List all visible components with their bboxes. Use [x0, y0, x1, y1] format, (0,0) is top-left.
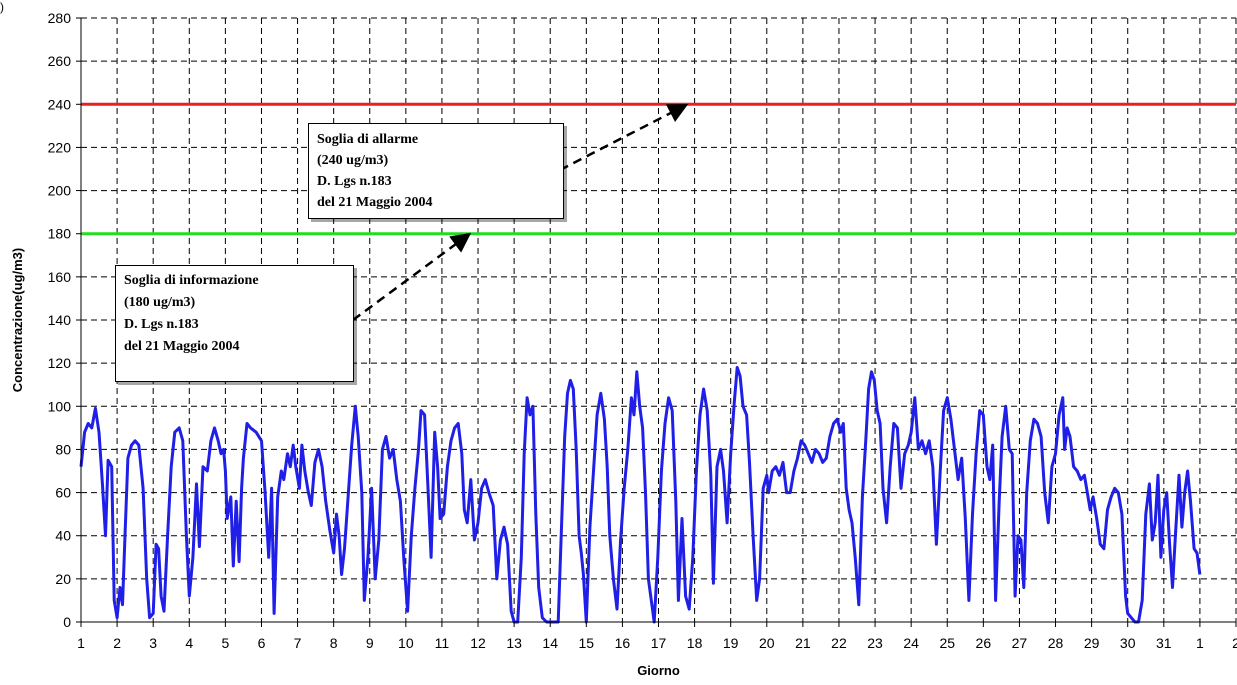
y-tick-label: 160: [48, 269, 72, 285]
annotation-line: D. Lgs n.183: [124, 317, 199, 332]
y-tick-label: 100: [48, 398, 72, 414]
y-tick-label: 260: [48, 53, 72, 69]
x-tick-label: 24: [903, 635, 919, 651]
x-tick-label: 20: [759, 635, 775, 651]
y-tick-label: 140: [48, 312, 72, 328]
x-tick-label: 10: [398, 635, 414, 651]
x-tick-label: 14: [542, 635, 558, 651]
y-axis-label: Concentrazione(ug/m3): [10, 248, 25, 392]
annotation-line: (180 ug/m3): [124, 295, 196, 310]
x-tick-label: 1: [77, 635, 85, 651]
x-tick-label: 18: [687, 635, 703, 651]
x-tick-label: 21: [795, 635, 811, 651]
x-tick-label: 22: [831, 635, 847, 651]
x-tick-label: 6: [258, 635, 266, 651]
x-tick-label: 29: [1084, 635, 1100, 651]
x-tick-label: 17: [651, 635, 667, 651]
annotation-line: Soglia di informazione: [124, 273, 259, 288]
tick-labels: 0204060801001201401601802002202402602801…: [48, 10, 1237, 651]
threshold-lines: [81, 102, 1236, 236]
annotation-line: (240 ug/m3): [317, 153, 389, 168]
x-tick-label: 13: [506, 635, 522, 651]
x-tick-label: 28: [1048, 635, 1064, 651]
x-tick-label: 5: [221, 635, 229, 651]
x-tick-label: 2: [113, 635, 121, 651]
x-tick-label: 3: [149, 635, 157, 651]
x-tick-label: 25: [939, 635, 955, 651]
x-tick-label: 12: [470, 635, 486, 651]
x-tick-label: 19: [723, 635, 739, 651]
y-tick-label: 240: [48, 96, 72, 112]
x-tick-label: 26: [976, 635, 992, 651]
x-tick-label: 31: [1156, 635, 1172, 651]
annotation-line: del 21 Maggio 2004: [317, 195, 433, 210]
x-tick-label: 27: [1012, 635, 1028, 651]
annotation-arrows: [352, 103, 689, 322]
x-tick-label: 7: [294, 635, 302, 651]
x-tick-label: 11: [435, 635, 450, 651]
y-tick-label: 80: [55, 441, 71, 457]
y-tick-label: 120: [48, 355, 72, 371]
x-tick-label: 8: [330, 635, 338, 651]
annotation-arrow: [559, 103, 689, 172]
annotation-line: del 21 Maggio 2004: [124, 339, 240, 354]
annotation-soglia-informazione: Soglia di informazione (180 ug/m3) D. Lg…: [115, 265, 354, 382]
y-tick-label: 40: [55, 528, 71, 544]
x-tick-label: 2: [1232, 635, 1237, 651]
y-tick-label: 220: [48, 139, 72, 155]
annotation-arrow: [352, 232, 472, 322]
x-tick-label: 23: [867, 635, 883, 651]
x-tick-label: 1: [1196, 635, 1204, 651]
concentration-series: [79, 366, 1202, 624]
y-tick-label: 180: [48, 226, 72, 242]
x-tick-label: 9: [366, 635, 374, 651]
annotation-line: D. Lgs n.183: [317, 174, 392, 189]
y-tick-label: 200: [48, 183, 72, 199]
x-axis-label: Giorno: [637, 663, 680, 678]
series-layer: [79, 366, 1202, 624]
y-tick-label: 20: [55, 571, 71, 587]
corner-mark: ): [0, 0, 4, 14]
y-tick-label: 280: [48, 10, 72, 26]
annotation-line: Soglia di allarme: [317, 132, 419, 147]
x-tick-label: 30: [1120, 635, 1136, 651]
x-tick-label: 16: [615, 635, 631, 651]
x-tick-label: 4: [185, 635, 193, 651]
x-tick-label: 15: [579, 635, 595, 651]
annotation-soglia-allarme: Soglia di allarme (240 ug/m3) D. Lgs n.1…: [308, 123, 564, 219]
y-tick-label: 60: [55, 485, 71, 501]
y-tick-label: 0: [63, 614, 71, 630]
